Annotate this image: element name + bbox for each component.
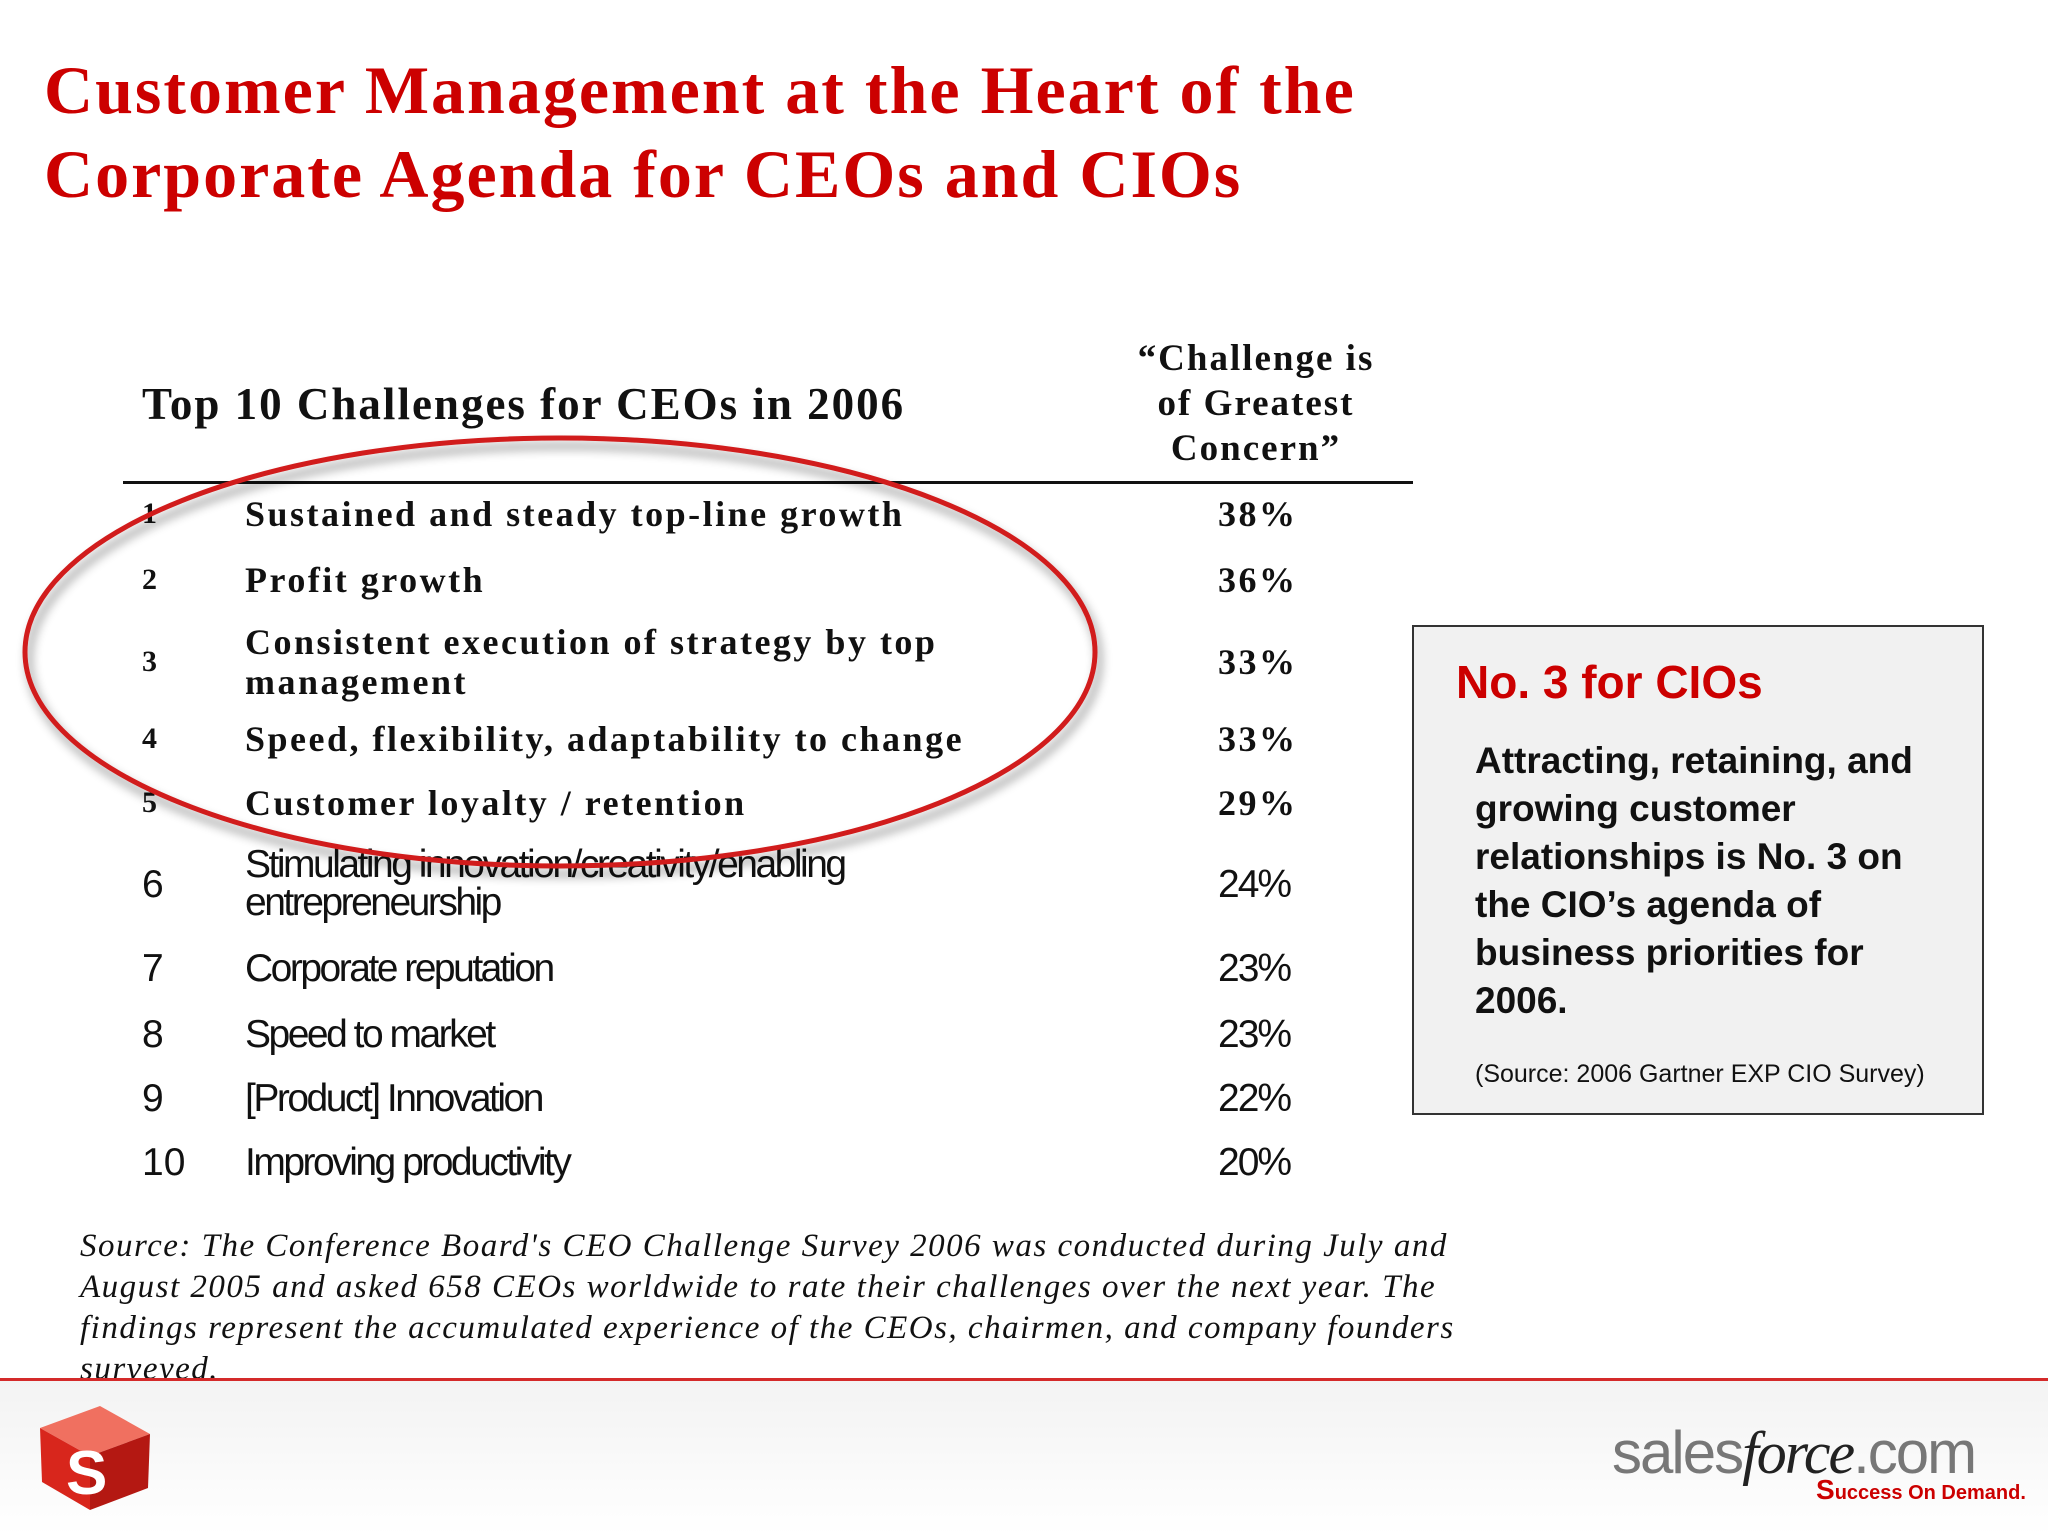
wordmark-sales: sales	[1612, 1419, 1744, 1486]
row-percent: 20%	[1218, 1141, 1292, 1184]
row-rank: 6	[142, 863, 164, 906]
row-percent: 23%	[1218, 947, 1292, 990]
cio-callout-box: No. 3 for CIOs Attracting, retaining, an…	[1412, 625, 1984, 1115]
slide-title: Customer Management at the Heart of the …	[44, 48, 1544, 216]
row-rank: 5	[142, 786, 157, 819]
row-percent: 29%	[1218, 783, 1298, 823]
row-label: Sustained and steady top-line growth	[245, 494, 905, 534]
wordmark-force: force	[1742, 1420, 1855, 1486]
row-percent: 24%	[1218, 863, 1292, 906]
slide-title-line1: Customer Management at the Heart of the	[44, 52, 1356, 128]
column-header-line3: Concern”	[1170, 428, 1342, 469]
cube-logo-letter: S	[66, 1439, 107, 1508]
row-label: Customer loyalty / retention	[245, 783, 747, 823]
tagline-mark: S	[1816, 1474, 1835, 1505]
row-label: Profit growth	[245, 560, 486, 600]
row-percent: 23%	[1218, 1013, 1292, 1056]
highlight-ellipse	[22, 435, 1098, 869]
callout-heading: No. 3 for CIOs	[1456, 656, 1763, 708]
row-label-line2: entrepreneurship	[245, 881, 502, 924]
row-percent: 22%	[1218, 1077, 1292, 1120]
footer-band	[0, 1381, 2048, 1536]
row-label: Corporate reputation	[245, 947, 555, 990]
row-label: [Product] Innovation	[245, 1077, 544, 1120]
column-header-line1: “Challenge is	[1137, 338, 1375, 379]
cube-logo-icon: S	[40, 1406, 150, 1510]
row-rank: 2	[142, 563, 157, 596]
tagline: Success On Demand.	[1816, 1474, 2026, 1506]
row-rank: 3	[142, 645, 157, 678]
wordmark-com: .com	[1853, 1419, 1977, 1486]
salesforce-wordmark: salesforce.com	[1612, 1418, 1977, 1488]
row-label-line2: management	[245, 662, 468, 702]
row-percent: 33%	[1218, 719, 1298, 759]
callout-text: Attracting, retaining, and growing custo…	[1475, 740, 1913, 1021]
column-header-line2: of Greatest	[1157, 383, 1355, 424]
row-label: Consistent execution of strategy by top …	[245, 622, 1075, 702]
row-label: Improving productivity	[245, 1141, 572, 1184]
callout-source: (Source: 2006 Gartner EXP CIO Survey)	[1475, 1060, 1925, 1088]
row-rank: 10	[142, 1141, 186, 1184]
column-header: “Challenge is of Greatest Concern”	[1108, 336, 1404, 471]
tagline-text: uccess On Demand.	[1834, 1482, 2026, 1504]
footer-rule	[0, 1378, 2048, 1381]
row-rank: 7	[142, 947, 164, 990]
row-rank: 8	[142, 1013, 164, 1056]
source-footnote: Source: The Conference Board's CEO Chall…	[80, 1228, 1455, 1387]
row-rank: 4	[142, 722, 157, 755]
row-label: Speed, flexibility, adaptability to chan…	[245, 719, 965, 759]
row-percent: 38%	[1218, 494, 1298, 534]
row-label-line1: Consistent execution of strategy by top	[245, 622, 938, 662]
row-rank: 9	[142, 1077, 164, 1120]
row-percent: 33%	[1218, 642, 1298, 682]
table-title: Top 10 Challenges for CEOs in 2006	[142, 379, 906, 429]
row-label: Speed to market	[245, 1013, 496, 1056]
table-header-rule	[123, 481, 1413, 484]
row-percent: 36%	[1218, 560, 1298, 600]
slide-title-line2: Corporate Agenda for CEOs and CIOs	[44, 136, 1243, 212]
